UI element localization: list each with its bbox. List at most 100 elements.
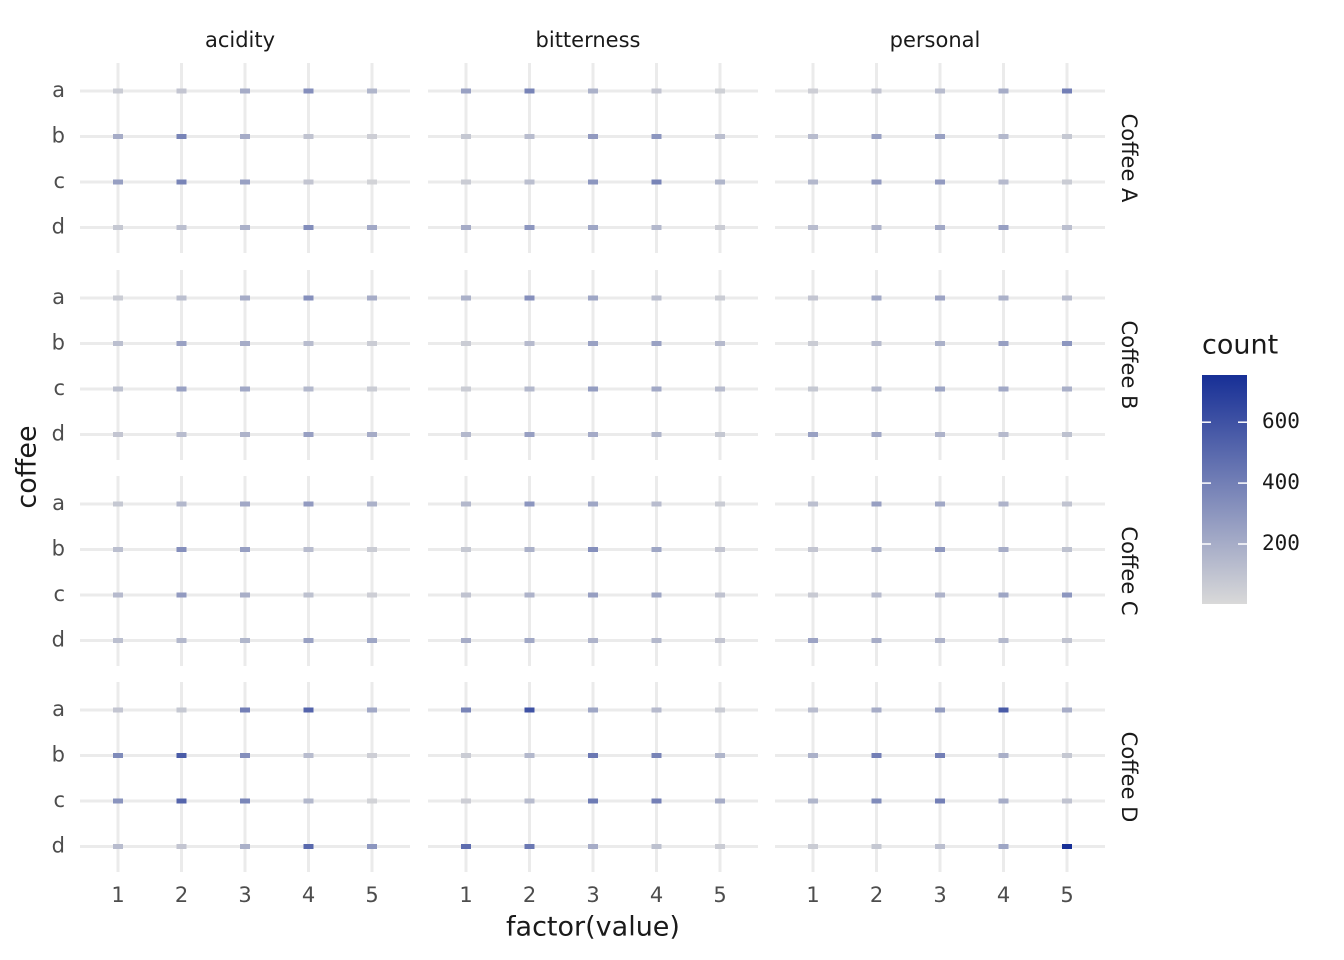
x-tick-label: 4 [650, 883, 663, 907]
tile [588, 134, 598, 139]
tile [588, 295, 598, 301]
tile [240, 295, 250, 301]
tile [367, 341, 377, 346]
tile [461, 88, 471, 94]
column-strip-label: acidity [205, 28, 275, 52]
tile [240, 798, 250, 804]
tile [240, 432, 250, 437]
tile [651, 225, 662, 230]
tile [715, 225, 725, 230]
tile [1062, 179, 1072, 185]
tile [588, 592, 598, 598]
tile [808, 134, 818, 139]
y-tick-label: b [52, 537, 65, 561]
tile [935, 753, 945, 758]
tile [588, 432, 598, 437]
tile [588, 386, 598, 392]
tile [524, 638, 535, 643]
tile [461, 501, 471, 507]
tile [808, 386, 818, 392]
x-tick-label: 4 [997, 883, 1010, 907]
tile [935, 88, 945, 94]
tile [303, 88, 314, 94]
tile [808, 179, 818, 185]
tile [651, 707, 662, 713]
tile [651, 501, 662, 507]
tile [240, 547, 250, 552]
tile [1062, 432, 1072, 437]
tile [113, 179, 123, 185]
y-tick-label: b [52, 331, 65, 355]
tile [367, 88, 377, 94]
tile [303, 501, 314, 507]
tile [808, 547, 818, 552]
tile [176, 707, 187, 713]
tile [113, 638, 123, 643]
tile [715, 753, 725, 758]
tile [998, 386, 1009, 392]
x-tick-label: 3 [238, 883, 251, 907]
tile [715, 179, 725, 185]
row-strip-label: Coffee D [1117, 732, 1141, 823]
tile [998, 341, 1009, 346]
tile [588, 179, 598, 185]
tile [871, 547, 882, 552]
tile [524, 501, 535, 507]
tile [176, 225, 187, 230]
y-tick-label: d [52, 215, 65, 239]
tile [588, 844, 598, 849]
tile [367, 386, 377, 392]
tile [461, 179, 471, 185]
tile [461, 547, 471, 552]
tile [998, 501, 1009, 507]
tile [176, 753, 187, 758]
tile [715, 341, 725, 346]
tile [935, 432, 945, 437]
y-tick-label: c [53, 376, 65, 400]
tile [524, 432, 535, 437]
tile [588, 225, 598, 230]
tile [367, 798, 377, 804]
tile [113, 432, 123, 437]
tile [367, 134, 377, 139]
tile [303, 753, 314, 758]
tile [871, 432, 882, 437]
tile [651, 638, 662, 643]
tile [461, 134, 471, 139]
tile [461, 295, 471, 301]
tile [588, 798, 598, 804]
x-tick-label: 1 [806, 883, 819, 907]
tile [588, 501, 598, 507]
tile [524, 707, 535, 713]
y-tick-label: a [52, 78, 65, 102]
tile [461, 386, 471, 392]
tile [998, 432, 1009, 437]
tile [871, 134, 882, 139]
tile [524, 134, 535, 139]
tile [524, 798, 535, 804]
tile [651, 295, 662, 301]
tile [524, 844, 535, 849]
x-tick-label: 5 [1060, 883, 1073, 907]
tile [240, 844, 250, 849]
tile [524, 341, 535, 346]
tile [303, 707, 314, 713]
tile [461, 798, 471, 804]
tile [588, 638, 598, 643]
tile [808, 798, 818, 804]
tile [1062, 386, 1072, 392]
tile [1062, 225, 1072, 230]
tile [871, 295, 882, 301]
tile [176, 432, 187, 437]
x-tick-label: 1 [459, 883, 472, 907]
tile [715, 592, 725, 598]
tile [176, 547, 187, 552]
y-tick-label: c [53, 169, 65, 193]
tile [871, 844, 882, 849]
tile [588, 88, 598, 94]
tile [176, 798, 187, 804]
tile [651, 592, 662, 598]
tile [176, 295, 187, 301]
tile [651, 844, 662, 849]
